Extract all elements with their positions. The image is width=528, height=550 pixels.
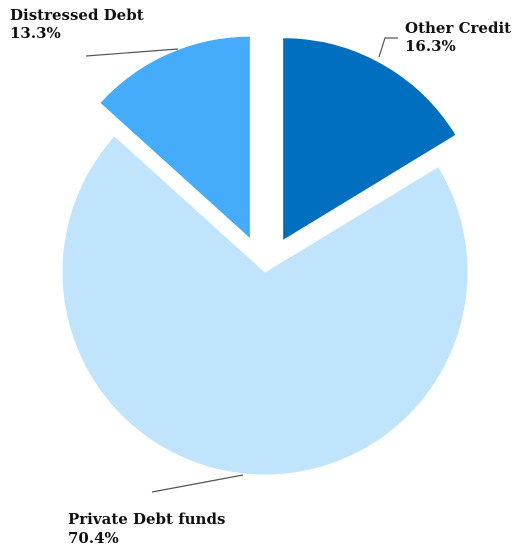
- slice-value-distressed-debt: 13.3%: [10, 24, 61, 42]
- leader-line-private-debt-funds: [151, 474, 244, 493]
- slice-name-other-credit: Other Credit: [405, 19, 511, 37]
- slice-label-other-credit: Other Credit 16.3%: [405, 19, 516, 55]
- pie-slice-private-debt-funds: [61, 135, 469, 476]
- pie-slice-other-credit: [282, 37, 457, 242]
- pie-slice-distressed-debt: [99, 35, 251, 241]
- slice-value-private-debt-funds: 70.4%: [68, 529, 119, 547]
- slice-label-distressed-debt: Distressed Debt 13.3%: [10, 6, 149, 42]
- slice-value-other-credit: 16.3%: [405, 37, 456, 55]
- pie-slices: [61, 35, 469, 476]
- slice-label-private-debt-funds: Private Debt funds 70.4%: [68, 510, 231, 547]
- leader-line-distressed-debt: [85, 48, 179, 57]
- leader-line-other-credit: [378, 37, 398, 58]
- slice-name-private-debt-funds: Private Debt funds: [68, 510, 225, 528]
- slice-name-distressed-debt: Distressed Debt: [10, 6, 144, 24]
- leader-lines: [85, 37, 398, 493]
